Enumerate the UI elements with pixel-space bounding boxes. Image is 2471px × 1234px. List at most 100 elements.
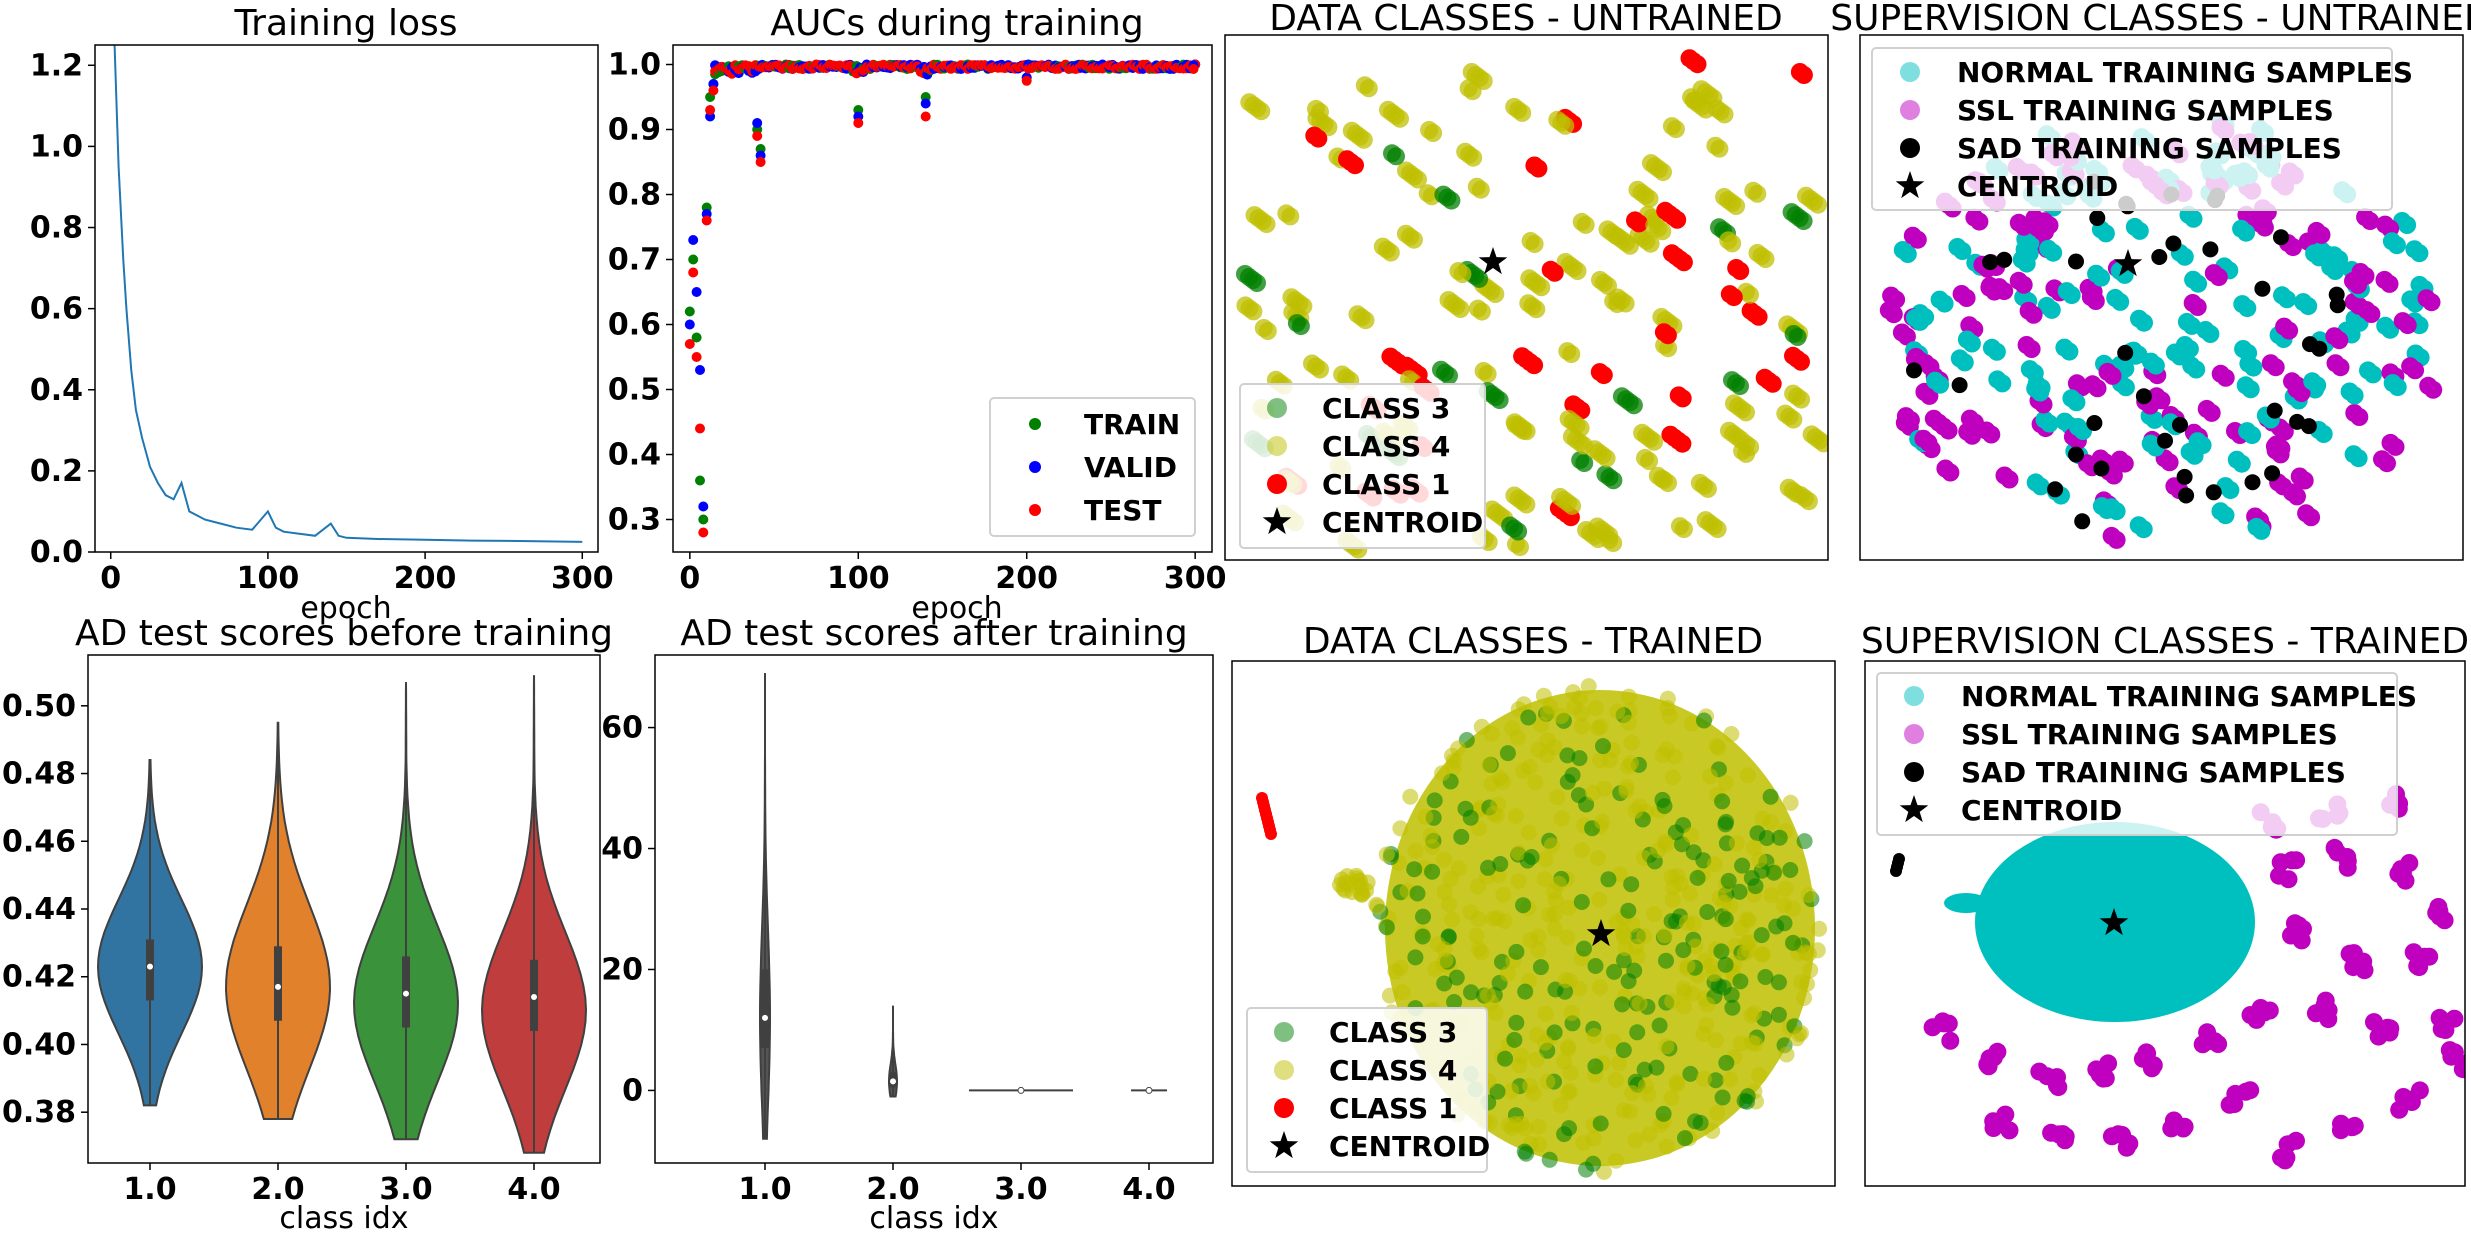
y-tick-label: 0.44 [2,892,76,927]
supervision-untrained-sad-point [2205,484,2222,501]
auc-point-valid [698,501,709,512]
data-trained-point [1520,824,1537,841]
x-tick-label: 0 [679,561,700,596]
y-tick-label: 0.50 [2,689,76,724]
data-trained-point [1782,862,1799,878]
x-tick-label: 300 [1164,561,1227,596]
data-trained-point [1516,1143,1533,1160]
data-untrained-point [1741,285,1759,304]
supervision-untrained-point [2044,243,2063,262]
data-untrained-point [1381,243,1400,262]
data-trained-point [1751,1067,1768,1084]
data-untrained-point [1464,148,1483,167]
data-untrained-point [1814,434,1828,453]
data-trained-point [1664,769,1681,786]
data-trained-class1-point [1265,828,1277,840]
legend-marker-test [1029,504,1041,516]
data-trained-point [1508,1014,1525,1031]
data-trained-point [1557,983,1573,1000]
y-tick-label: 0.6 [608,308,661,343]
data-trained-point [1499,745,1516,762]
data-untrained-point [1640,452,1658,470]
supervision-trained-ssl-point [2056,1127,2075,1146]
data-untrained-point [1472,302,1491,321]
data-trained-point [1378,846,1395,863]
legend-marker-ssl [1900,100,1920,120]
data-trained-point [1402,788,1419,805]
auc-point-valid [695,365,705,375]
data-trained-point [1751,852,1768,868]
data-untrained-point [1257,215,1276,234]
legend-marker-valid [1029,461,1041,473]
supervision-trained-ssl-point [2392,860,2410,879]
supervision-trained-legend-box [1876,672,2398,836]
supervision-untrained-point [2424,380,2443,399]
data-trained-point [1525,1085,1542,1102]
loss-line [113,45,583,543]
supervision-untrained-point [2266,358,2285,377]
data-untrained-point [1490,391,1509,410]
violin-box [146,939,154,1001]
supervision-untrained-point [2104,466,2123,485]
data-untrained-point [1346,156,1364,175]
y-tick-label: 0.5 [608,373,661,408]
data-trained-point [1407,842,1424,859]
data-trained-point [1520,709,1537,726]
data-untrained-point [1792,352,1810,371]
data-trained-point [1706,856,1723,873]
supervision-untrained-point [2182,316,2201,335]
supervision-untrained-point [2193,436,2212,455]
supervision-untrained-point [2033,222,2052,241]
data-trained-point [1546,883,1562,900]
y-tick-label: 0.4 [608,438,661,473]
data-trained-point [1675,942,1692,959]
supervision-untrained-sad-point [2244,474,2261,491]
loss-title: Training loss [233,3,457,44]
data-trained-point [1710,740,1727,756]
data-trained-point [1503,1082,1520,1099]
supervision-untrained-point [2040,414,2059,433]
supervision-trained-ssl-point [2225,1095,2244,1114]
data-trained-point [1442,870,1459,887]
data-trained-point [1793,1025,1809,1041]
auc-point-test [701,215,712,226]
supervision-untrained-point [2398,216,2417,234]
data-untrained-point [1575,454,1594,473]
auc-point-train [695,475,705,486]
auc-point-train [684,306,695,317]
data-trained-point [1511,1057,1528,1074]
data-trained-point [1546,1024,1563,1041]
supervision-untrained-point [2188,298,2207,316]
supervision-untrained-point [1908,230,1927,249]
auc-legend: TRAIN VALID TEST [989,397,1196,537]
supervision-untrained-point [1931,375,1950,394]
supervision-untrained-point [2278,290,2296,309]
supervision-trained-ssl-point [1984,1119,2003,1137]
data-trained-point [1589,850,1606,867]
supervision-trained-ssl-point [2272,1148,2290,1167]
supervision-untrained-point [2202,403,2221,422]
y-tick-label: 0.42 [2,960,76,995]
x-tick-label: 3.0 [379,1172,432,1207]
data-trained-point [1557,972,1574,989]
data-trained-point [1747,878,1764,895]
supervision-trained-ssl-point [2042,1123,2061,1142]
data-trained-point [1739,1093,1755,1110]
data-trained-point [1658,1138,1675,1155]
supervision-untrained-point [2067,393,2086,412]
data-trained-point [1782,794,1799,811]
data-trained-point [1682,1065,1699,1082]
data-trained-point [1508,943,1525,960]
y-tick-label: 0.0 [30,535,83,570]
supervision-untrained-point [2314,425,2333,443]
supervision-untrained-sad-point [2302,336,2318,353]
supervision-trained-ssl-point [2381,1019,2400,1038]
data-trained-legend: CLASS 3 CLASS 4 CLASS 1 CENTROID [1246,1007,1490,1173]
supervision-untrained-sad-point [2289,413,2306,430]
data-untrained-point [1715,105,1734,124]
supervision-untrained-point [2086,292,2105,310]
supervision-untrained-point [1901,411,1920,430]
ad-before-ticks: 0.38 0.40 0.42 0.44 0.46 0.48 0.50 1.0 2.0 3.0 4.0 [2,689,561,1207]
legend-marker-centroid [1262,507,1292,535]
data-untrained-point [1511,538,1529,557]
